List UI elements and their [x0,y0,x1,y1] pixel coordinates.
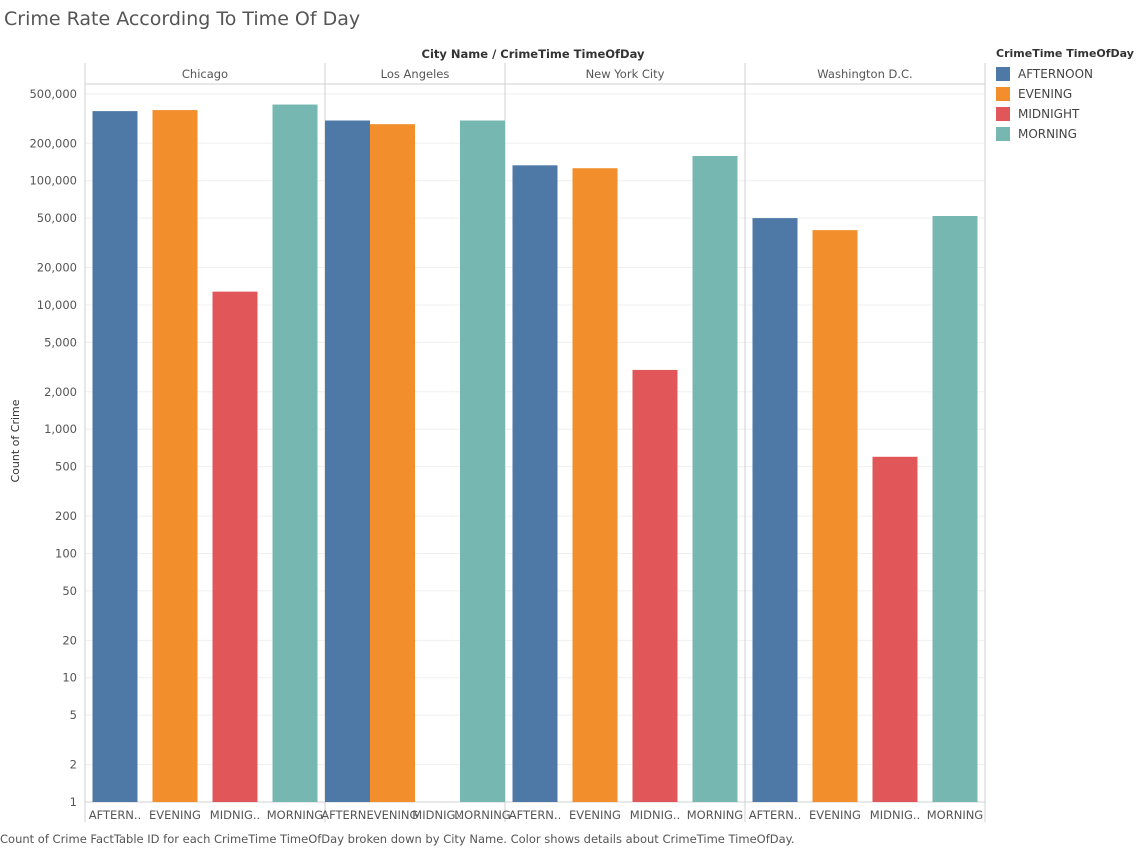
legend-item-afternoon[interactable]: AFTERNOON [996,64,1134,84]
panel-name: Chicago [182,67,228,81]
y-tick-label: 50 [62,584,77,598]
legend-swatch [996,107,1010,121]
legend-title: CrimeTime TimeOfDay [996,47,1134,60]
legend-item-morning[interactable]: MORNING [996,124,1134,144]
bar-washington-d-c--midnight [872,456,918,802]
y-tick-label: 100 [55,546,77,560]
y-axis-label: Count of Crime [9,399,22,482]
bar-washington-d-c--evening [812,230,858,802]
column-header: City Name / CrimeTime TimeOfDay [422,47,645,61]
x-tick-label: EVENING [569,808,621,822]
y-tick-label: 5,000 [44,335,77,349]
y-tick-label: 20,000 [37,261,77,275]
x-tick-label: EVENING [809,808,861,822]
y-tick-label: 500 [55,460,77,474]
bar-new-york-city-afternoon [512,165,558,802]
bar-los-angeles-evening [370,124,415,802]
bar-washington-d-c--afternoon [752,218,798,803]
y-tick-label: 200,000 [29,136,77,150]
y-tick-label: 2,000 [44,385,77,399]
y-tick-label: 5 [70,708,77,722]
bar-chicago-afternoon [92,111,138,803]
y-tick-label: 10,000 [37,298,77,312]
legend: CrimeTime TimeOfDay AFTERNOON EVENING MIDN… [996,47,1134,144]
panel-name: Washington D.C. [817,67,912,81]
legend-item-evening[interactable]: EVENING [996,84,1134,104]
x-tick-label: MORNING [454,808,510,822]
bar-chicago-morning [272,104,318,802]
legend-swatch [996,127,1010,141]
y-tick-label: 2 [70,758,77,772]
legend-item-midnight[interactable]: MIDNIGHT [996,104,1134,124]
legend-label: AFTERNOON [1018,67,1093,81]
bar-new-york-city-evening [572,168,618,802]
chart-caption: Count of Crime FactTable ID for each Cri… [0,832,795,846]
x-tick-label: MORNING [927,808,983,822]
bar-chart: 1 2 5 10 20 50 100 200 500 1,000 2,000 5,000 10,000 2… [9,47,986,822]
x-tick-label: AFTERN.. [89,808,141,822]
legend-label: EVENING [1018,87,1073,101]
bar-los-angeles-morning [460,120,505,802]
legend-items: AFTERNOON EVENING MIDNIGHT MORNING [996,64,1134,144]
legend-swatch [996,67,1010,81]
y-tick-label: 20 [62,633,77,647]
x-tick-label: MORNING [687,808,743,822]
legend-label: MORNING [1018,127,1077,141]
x-tick-label: AFTERN.. [749,808,801,822]
chart-title: Crime Rate According To Time Of Day [4,8,361,30]
x-tick-label: EVENING [367,808,419,822]
x-tick-label: MIDNIG.. [870,808,920,822]
y-tick-label: 10 [62,671,77,685]
panel-name: Los Angeles [381,67,450,81]
x-tick-label: MIDNIG.. [412,808,462,822]
x-tick-label: MIDNIG.. [630,808,680,822]
legend-swatch [996,87,1010,101]
bar-los-angeles-afternoon [325,120,370,802]
bar-new-york-city-midnight [632,369,678,802]
bar-chicago-midnight [212,291,258,802]
panel-name: New York City [586,67,665,81]
x-tick-label: AFTERN.. [321,808,373,822]
y-tick-label: 1 [70,795,77,809]
y-tick-label: 100,000 [29,174,77,188]
bar-washington-d-c--morning [932,215,978,802]
x-tick-label: MIDNIG.. [210,808,260,822]
y-tick-label: 50,000 [37,211,77,225]
x-tick-label: EVENING [149,808,201,822]
bar-chicago-evening [152,110,198,803]
bar-new-york-city-morning [692,156,738,802]
y-tick-label: 1,000 [44,422,77,436]
y-tick-label: 500,000 [29,87,77,101]
legend-label: MIDNIGHT [1018,107,1080,121]
x-tick-label: MORNING [267,808,323,822]
y-tick-label: 200 [55,509,77,523]
x-tick-label: AFTERN.. [509,808,561,822]
